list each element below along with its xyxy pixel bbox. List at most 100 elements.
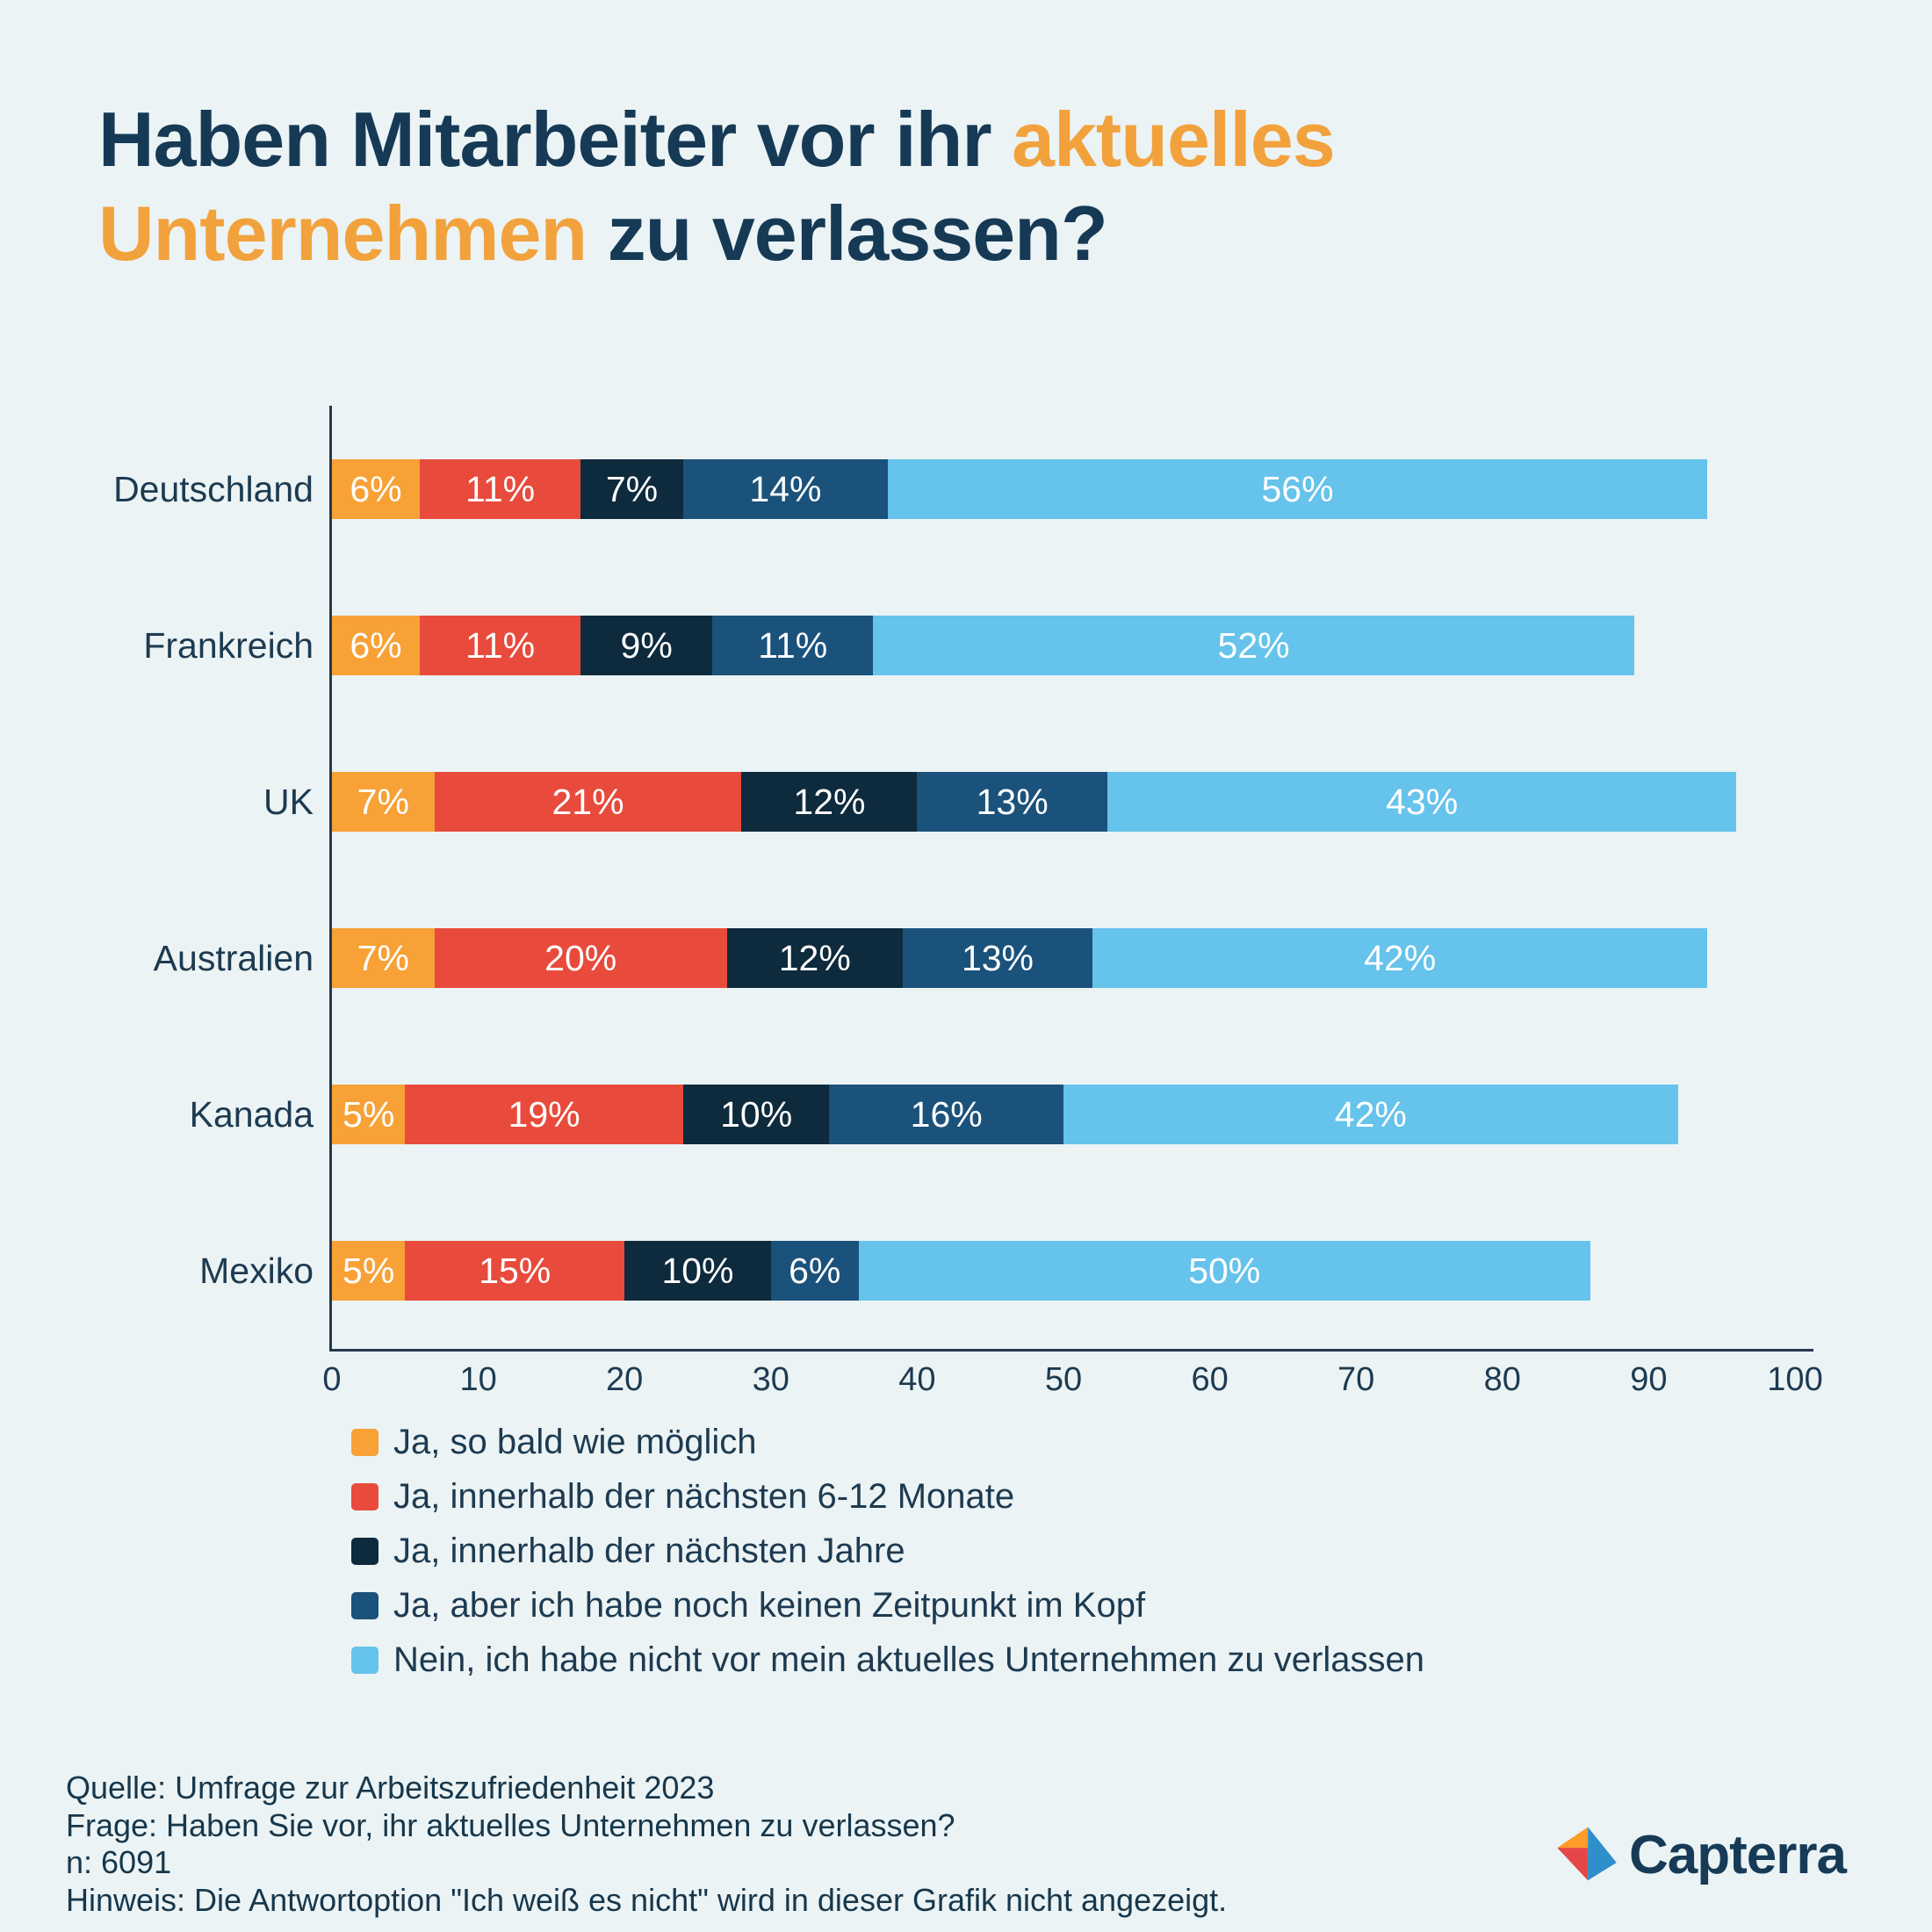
bar-segment-value: 12% [778, 937, 851, 978]
chart-rows: Deutschland 6% 11% 7% 14% 56% Frankreich 6% 11% 9… [40, 406, 1805, 1349]
x-axis-tick-label: 70 [1337, 1361, 1375, 1398]
category-label: UK [263, 781, 314, 822]
page-title: Haben Mitarbeiter vor ihr aktuelles Unte… [98, 92, 1644, 281]
legend-swatch [351, 1538, 378, 1565]
bar-segment: 6% [332, 616, 420, 675]
category-label: Deutschland [113, 468, 314, 509]
chart-row: UK 7% 21% 12% 13% 43% [40, 724, 1805, 880]
x-axis-tick-labels: 0 10 20 30 40 50 60 70 80 90 100 [322, 1349, 1822, 1402]
bar-segment-value: 14% [749, 468, 822, 509]
bar-segment: 12% [741, 772, 918, 832]
title-part-1: Haben Mitarbeiter vor ihr [98, 96, 1013, 183]
bar-segment-value: 42% [1364, 937, 1437, 978]
x-axis-tick-label: 100 [1767, 1361, 1823, 1398]
footer-line: Quelle: Umfrage zur Arbeitszufriedenheit… [66, 1769, 715, 1806]
bar-segment-value: 13% [976, 781, 1049, 822]
capterra-logo-icon [1557, 1827, 1617, 1881]
bar-segment-value: 6% [789, 1250, 841, 1291]
bar-segment: 13% [902, 928, 1093, 988]
legend-item: Nein, ich habe nicht vor mein aktuelles … [351, 1640, 1424, 1680]
capterra-logo-text: Capterra [1629, 1824, 1847, 1885]
bar-track: 7% 21% 12% 13% 43% [332, 772, 1795, 832]
bar-segment-value: 9% [620, 624, 673, 666]
category-label: Mexiko [199, 1250, 314, 1291]
chart-row: Australien 7% 20% 12% 13% 42% [40, 880, 1805, 1036]
chart-row: Frankreich 6% 11% 9% 11% 52% [40, 567, 1805, 724]
bar-segment: 6% [332, 459, 420, 519]
bar-segment: 16% [829, 1085, 1063, 1144]
bar-track: 5% 15% 10% 6% 50% [332, 1241, 1795, 1301]
footer-line: Frage: Haben Sie vor, ihr aktuelles Unte… [66, 1806, 955, 1843]
bar-segment-value: 15% [479, 1250, 551, 1291]
title-highlight: aktuelles Unternehmen [98, 96, 1336, 278]
bar-track: 5% 19% 10% 16% 42% [332, 1085, 1795, 1144]
x-axis-tick-label: 50 [1044, 1361, 1083, 1398]
x-axis-tick-label: 80 [1483, 1361, 1521, 1398]
legend-item: Ja, innerhalb der nächsten 6-12 Monate [351, 1477, 1424, 1517]
bar-segment-value: 5% [342, 1250, 395, 1291]
bar-segment-value: 56% [1261, 468, 1334, 509]
x-axis-tick-label: 30 [752, 1361, 789, 1398]
bar-segment-value: 7% [357, 937, 409, 978]
bar-segment: 42% [1063, 1085, 1678, 1144]
legend-label: Ja, innerhalb der nächsten 6-12 Monate [393, 1477, 1015, 1516]
bar-segment-value: 19% [508, 1093, 580, 1135]
bar-segment: 7% [580, 459, 683, 519]
x-axis-tick-label: 90 [1630, 1361, 1668, 1398]
legend-label: Ja, so bald wie möglich [393, 1423, 757, 1461]
bar-segment-value: 16% [910, 1093, 983, 1135]
bar-segment-value: 6% [350, 468, 402, 509]
footer-notes: Quelle: Umfrage zur Arbeitszufriedenheit… [66, 1770, 1227, 1920]
bar-segment-value: 52% [1217, 624, 1290, 666]
legend-label: Ja, aber ich habe noch keinen Zeitpunkt … [393, 1586, 1146, 1625]
bar-segment-value: 42% [1334, 1093, 1407, 1135]
bar-segment: 10% [624, 1241, 771, 1301]
bar-segment-value: 5% [342, 1093, 395, 1135]
bar-segment: 15% [405, 1241, 625, 1301]
bar-segment-value: 7% [605, 468, 659, 509]
bar-track: 6% 11% 7% 14% 56% [332, 459, 1795, 519]
bar-segment-value: 13% [961, 937, 1034, 978]
x-axis-tick-label: 20 [606, 1361, 644, 1398]
bar-segment: 12% [726, 928, 903, 988]
stacked-bar-chart: Deutschland 6% 11% 7% 14% 56% Frankreich 6% 11% 9… [40, 406, 1823, 1398]
bar-segment-value: 12% [793, 781, 866, 822]
legend-swatch [351, 1592, 378, 1619]
legend-label: Ja, innerhalb der nächsten Jahre [393, 1532, 905, 1570]
capterra-logo: Capterra [1555, 1823, 1847, 1886]
bar-segment: 5% [332, 1085, 406, 1144]
bar-segment: 14% [682, 459, 889, 519]
bar-segment: 13% [917, 772, 1107, 832]
legend-swatch [351, 1483, 378, 1510]
bar-segment: 42% [1092, 928, 1707, 988]
category-label: Kanada [189, 1093, 314, 1135]
bar-segment: 6% [770, 1241, 859, 1301]
legend-label: Nein, ich habe nicht vor mein aktuelles … [393, 1640, 1424, 1679]
bar-segment: 50% [858, 1241, 1590, 1301]
legend-item: Ja, so bald wie möglich [351, 1423, 1424, 1462]
bar-segment-value: 43% [1386, 781, 1459, 822]
bar-segment-value: 20% [544, 937, 617, 978]
bar-segment-value: 10% [720, 1093, 793, 1135]
chart-row: Deutschland 6% 11% 7% 14% 56% [40, 411, 1805, 567]
bar-segment: 5% [332, 1241, 406, 1301]
bar-segment-value: 6% [350, 624, 402, 666]
category-label: Frankreich [143, 624, 314, 666]
bar-segment: 43% [1107, 772, 1737, 832]
footer-line: n: 6091 [66, 1844, 172, 1881]
bar-segment: 21% [434, 772, 742, 832]
bar-segment-value: 11% [758, 624, 828, 666]
bar-segment: 10% [682, 1085, 830, 1144]
legend-item: Ja, aber ich habe noch keinen Zeitpunkt … [351, 1586, 1424, 1626]
x-axis-tick-label: 60 [1191, 1361, 1229, 1398]
bar-segment: 56% [888, 459, 1707, 519]
category-label: Australien [153, 937, 314, 978]
bar-segment: 52% [873, 616, 1634, 675]
bar-segment: 19% [405, 1085, 683, 1144]
x-axis-line [329, 1349, 1813, 1352]
y-axis-line [329, 406, 332, 1349]
x-axis-tick-label: 0 [322, 1361, 342, 1398]
bar-segment-value: 50% [1188, 1250, 1261, 1291]
legend-swatch [351, 1429, 378, 1456]
bar-segment-value: 11% [465, 624, 536, 666]
